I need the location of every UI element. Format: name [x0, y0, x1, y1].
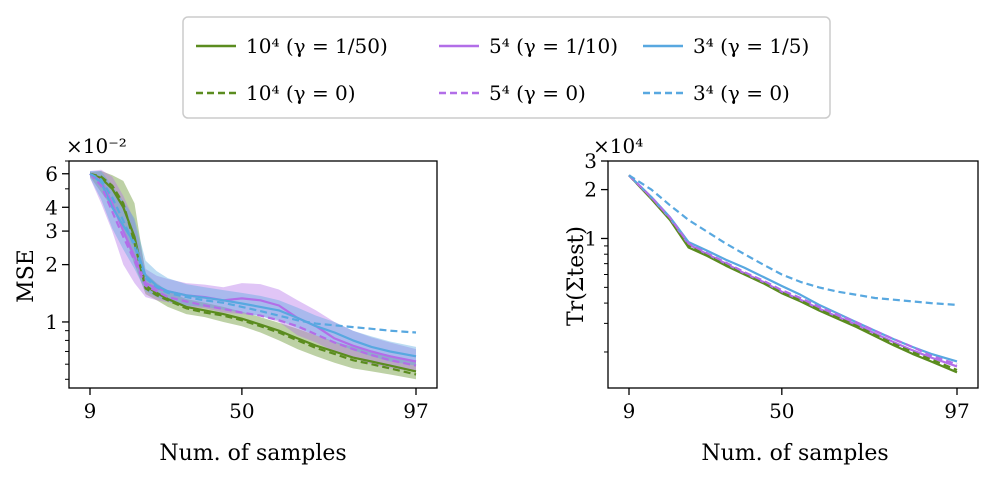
mse-x-tick-label-2: 97 [403, 399, 428, 423]
legend-label-0: 10⁴ (γ = 1/50) [246, 34, 388, 58]
legend-label-1: 5⁴ (γ = 1/10) [489, 34, 618, 58]
mse-y-tick-label-3: 4 [45, 195, 58, 219]
mse-y-multiplier: ×10⁻² [66, 134, 127, 158]
trace-y-tick-label-0: 1 [584, 226, 597, 250]
mse-band-2 [90, 171, 416, 366]
trace-x-tick-label-2: 97 [944, 399, 969, 423]
mse-y-tick-label-0: 1 [45, 310, 58, 334]
trace-panel: 9 50 97 1 2 3 ×10⁴ Tr(Σtest) Num. of samples [564, 134, 979, 466]
mse-x-axis-label: Num. of samples [159, 441, 346, 466]
trace-x-tick-label-1: 50 [769, 399, 794, 423]
mse-y-axis-label: MSE [14, 249, 39, 303]
trace-line-4 [628, 174, 958, 366]
trace-line-3 [628, 174, 958, 372]
mse-band-1 [90, 169, 416, 372]
trace-y-multiplier: ×10⁴ [593, 134, 643, 158]
mse-line-3 [89, 172, 417, 376]
mse-y-tick-label-2: 3 [45, 219, 58, 243]
mse-y-tick-label-4: 6 [45, 162, 58, 186]
trace-y-axis-label: Tr(Σtest) [564, 226, 589, 326]
mse-line-1 [89, 172, 417, 363]
mse-x-tick-label-1: 50 [229, 399, 254, 423]
mse-y-tick-label-1: 2 [45, 253, 58, 277]
legend: 10⁴ (γ = 1/50) 5⁴ (γ = 1/10) 3⁴ (γ = 1/5) 1… [182, 16, 831, 119]
mse-line-5 [89, 172, 417, 334]
mse-x-tick-label-0: 9 [84, 399, 97, 423]
trace-x-axis-label: Num. of samples [701, 441, 888, 466]
trace-line-5 [628, 174, 958, 306]
legend-label-5: 3⁴ (γ = 0) [693, 81, 790, 105]
mse-axes-frame [68, 160, 438, 389]
mse-panel: 9 50 97 1 2 34 6 ×10⁻² MSE Num. of samples [14, 134, 438, 466]
trace-line-0 [628, 174, 958, 374]
trace-line-1 [628, 174, 958, 368]
trace-x-tick-label-0: 9 [623, 399, 636, 423]
trace-y-tick-label-2: 3 [584, 149, 597, 173]
mse-line-4 [89, 173, 417, 367]
legend-label-4: 5⁴ (γ = 0) [489, 81, 586, 105]
legend-label-2: 3⁴ (γ = 1/5) [693, 34, 809, 58]
trace-y-tick-label-1: 2 [584, 178, 597, 202]
trace-line-2 [628, 174, 958, 363]
legend-label-3: 10⁴ (γ = 0) [246, 81, 356, 105]
